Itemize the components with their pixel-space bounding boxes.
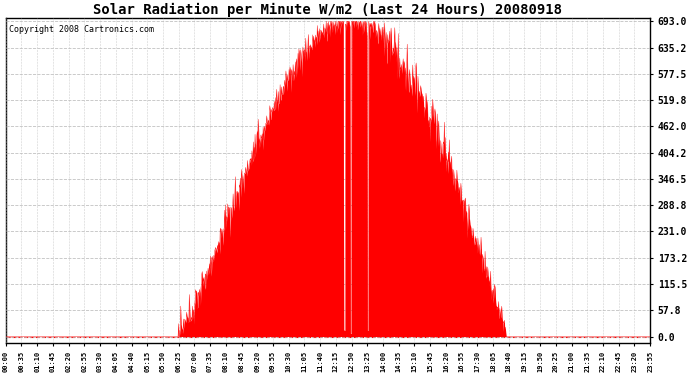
- Text: Copyright 2008 Cartronics.com: Copyright 2008 Cartronics.com: [9, 25, 154, 34]
- Title: Solar Radiation per Minute W/m2 (Last 24 Hours) 20080918: Solar Radiation per Minute W/m2 (Last 24…: [93, 3, 562, 17]
